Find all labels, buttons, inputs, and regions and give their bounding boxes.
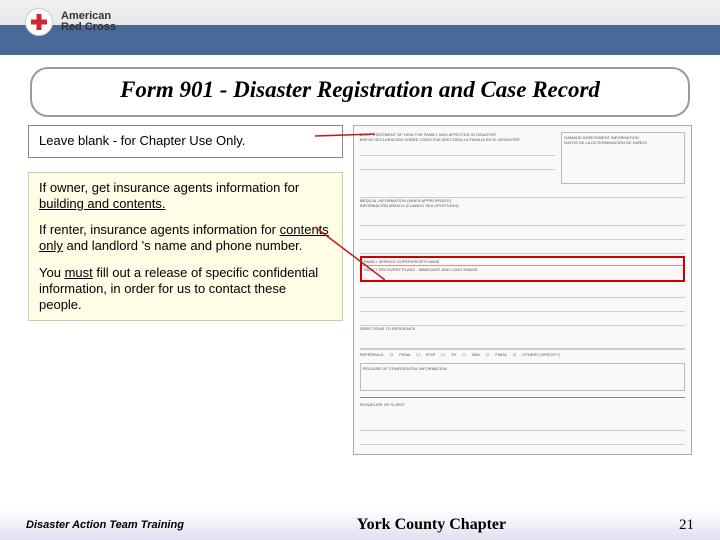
damage-box: DAMAGE ASSESSMENT INFORMATION DATOS DE L… bbox=[561, 132, 685, 184]
signature-area: SIGNATURE OF CLIENT bbox=[360, 397, 685, 417]
instruction-owner: If owner, get insurance agents informati… bbox=[39, 180, 332, 213]
logo-text: American Red Cross bbox=[61, 11, 116, 33]
footer-center: York County Chapter bbox=[357, 516, 506, 534]
callout-chapter-use: Leave blank - for Chapter Use Only. bbox=[28, 125, 343, 157]
header-band: American Red Cross bbox=[0, 0, 720, 55]
form-preview: BRIEF STATEMENT OF HOW THE FAMILY WAS AF… bbox=[353, 125, 692, 455]
callout-line-1 bbox=[315, 131, 375, 141]
logo: American Red Cross bbox=[0, 8, 116, 36]
referrals-row: REFERRALS ☐FEMA ☐IFGP ☐TH ☐SBA ☐FMHA ☐OT… bbox=[360, 349, 685, 359]
logo-line2: Red Cross bbox=[61, 22, 116, 33]
callout-line-2 bbox=[315, 225, 385, 285]
red-cross-icon bbox=[25, 8, 53, 36]
main-content: Leave blank - for Chapter Use Only. If o… bbox=[0, 125, 720, 455]
label-directions: DIRECTIONS TO RESIDENCE bbox=[360, 326, 685, 331]
page-title: Form 901 - Disaster Registration and Cas… bbox=[50, 77, 670, 103]
footer: Disaster Action Team Training York Count… bbox=[0, 510, 720, 540]
footer-page-number: 21 bbox=[679, 517, 694, 534]
instruction-renter: If renter, insurance agents information … bbox=[39, 222, 332, 255]
title-frame: Form 901 - Disaster Registration and Cas… bbox=[30, 67, 690, 117]
footer-left: Disaster Action Team Training bbox=[26, 519, 184, 531]
callout-top-text: Leave blank - for Chapter Use Only. bbox=[39, 133, 245, 148]
callout-instructions: If owner, get insurance agents informati… bbox=[28, 172, 343, 322]
left-column: Leave blank - for Chapter Use Only. If o… bbox=[28, 125, 343, 455]
highlighted-supervisor-row: FAMILY SERVICE SUPERVISOR'S NAME FAMILY … bbox=[360, 256, 685, 282]
instruction-release: You must fill out a release of specific … bbox=[39, 265, 332, 314]
label-release: RELEASE OF CONFIDENTIAL INFORMATION bbox=[363, 366, 682, 371]
